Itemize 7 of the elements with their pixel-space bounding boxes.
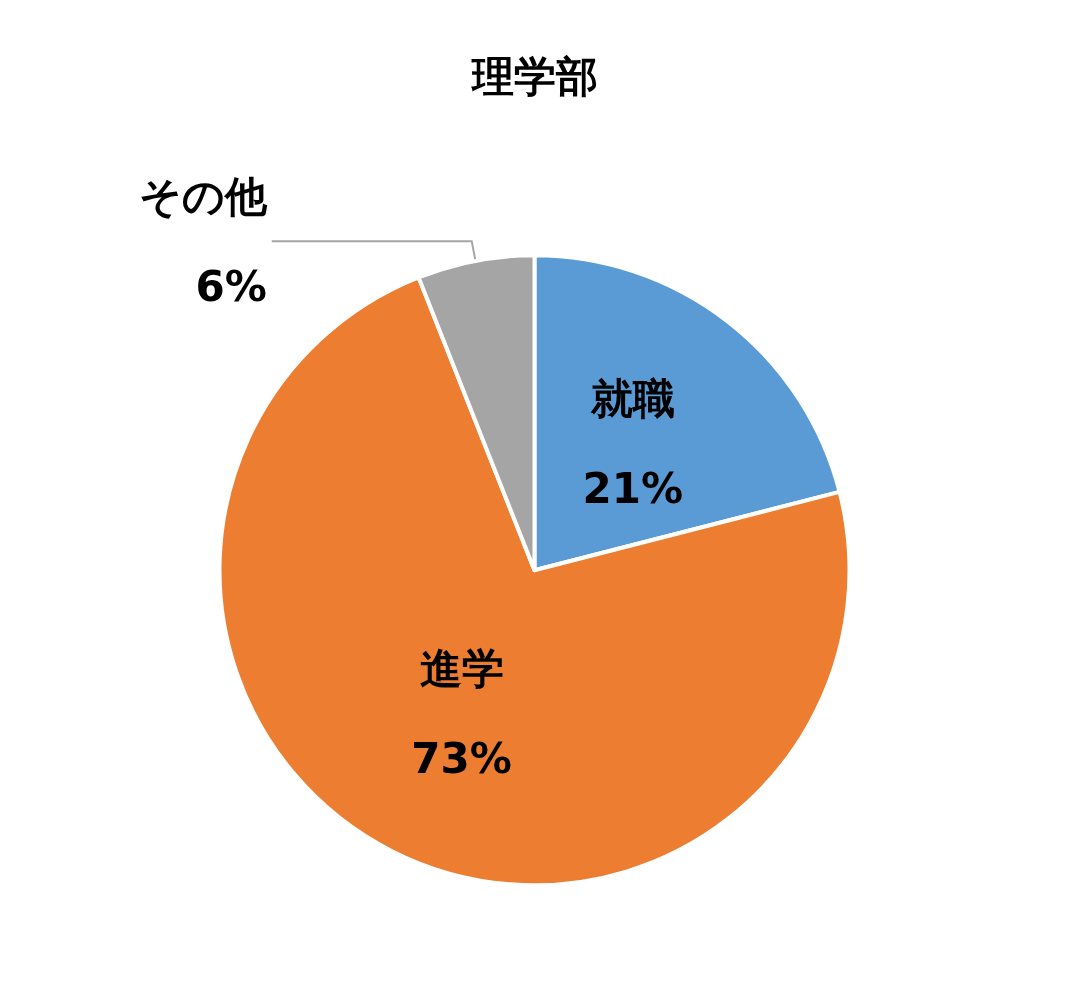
slice-label: 進学 xyxy=(419,643,504,693)
slice-label: 就職 xyxy=(589,373,675,423)
data-label: 6% xyxy=(195,261,267,311)
slice-label: その他 xyxy=(138,171,268,221)
data-label: 21% xyxy=(582,463,684,513)
chart-title: 理学部 xyxy=(469,51,598,101)
data-label: 73% xyxy=(411,733,512,783)
